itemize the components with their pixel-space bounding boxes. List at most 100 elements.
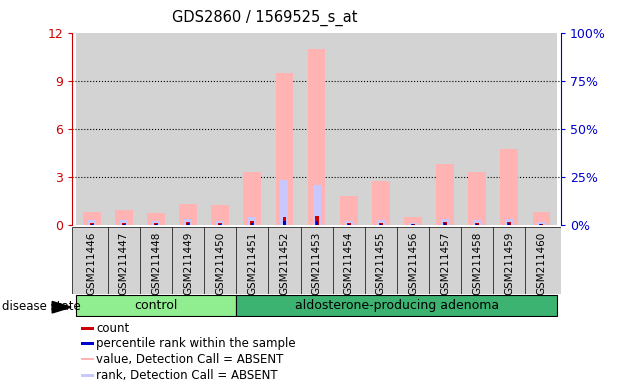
Bar bbox=[476, 224, 478, 225]
Bar bbox=[284, 221, 285, 225]
Text: GSM211457: GSM211457 bbox=[440, 232, 450, 295]
Bar bbox=[333, 33, 365, 225]
Bar bbox=[411, 224, 415, 225]
Text: rank, Detection Call = ABSENT: rank, Detection Call = ABSENT bbox=[96, 369, 278, 382]
Bar bbox=[444, 223, 446, 225]
Bar bbox=[248, 217, 256, 225]
Bar bbox=[380, 224, 382, 225]
Bar bbox=[218, 223, 222, 225]
Bar bbox=[372, 182, 389, 225]
Bar bbox=[108, 33, 140, 225]
Text: GSM211455: GSM211455 bbox=[376, 232, 386, 295]
Text: aldosterone-producing adenoma: aldosterone-producing adenoma bbox=[295, 299, 499, 312]
Bar bbox=[314, 216, 319, 225]
Bar bbox=[537, 222, 546, 225]
Bar bbox=[268, 33, 301, 225]
Bar bbox=[76, 295, 236, 316]
Bar bbox=[340, 196, 358, 225]
Text: GSM211449: GSM211449 bbox=[183, 232, 193, 295]
Bar bbox=[236, 33, 268, 225]
Bar bbox=[244, 172, 261, 225]
Text: GSM211450: GSM211450 bbox=[215, 232, 225, 295]
Text: GDS2860 / 1569525_s_at: GDS2860 / 1569525_s_at bbox=[172, 10, 357, 26]
Bar bbox=[147, 214, 165, 225]
Bar bbox=[316, 221, 318, 225]
Bar bbox=[404, 217, 421, 225]
Bar bbox=[312, 185, 321, 225]
Bar bbox=[473, 220, 481, 225]
Bar bbox=[122, 223, 126, 225]
Text: GSM211458: GSM211458 bbox=[472, 232, 482, 295]
Bar bbox=[81, 374, 94, 377]
Bar bbox=[508, 223, 510, 225]
Bar bbox=[429, 33, 461, 225]
Bar bbox=[186, 222, 190, 225]
Bar bbox=[81, 327, 94, 330]
Text: percentile rank within the sample: percentile rank within the sample bbox=[96, 337, 295, 350]
Bar bbox=[441, 219, 449, 225]
Bar bbox=[346, 223, 351, 225]
Bar bbox=[365, 33, 397, 225]
Bar bbox=[115, 210, 133, 225]
Text: GSM211447: GSM211447 bbox=[119, 232, 129, 295]
Bar bbox=[250, 221, 255, 225]
Bar bbox=[280, 180, 289, 225]
Bar bbox=[140, 33, 172, 225]
Text: count: count bbox=[96, 322, 129, 335]
Bar bbox=[236, 295, 558, 316]
Bar bbox=[90, 223, 94, 225]
Text: GSM211456: GSM211456 bbox=[408, 232, 418, 295]
Bar bbox=[282, 217, 287, 225]
Bar bbox=[493, 33, 525, 225]
Bar bbox=[307, 49, 326, 225]
Bar bbox=[152, 222, 160, 225]
Bar bbox=[83, 212, 101, 225]
Bar bbox=[436, 164, 454, 225]
Bar bbox=[532, 212, 550, 225]
Bar bbox=[184, 219, 192, 225]
Bar bbox=[81, 342, 94, 345]
Text: GSM211448: GSM211448 bbox=[151, 232, 161, 295]
Bar bbox=[81, 358, 94, 361]
Bar bbox=[507, 222, 512, 225]
Bar bbox=[72, 227, 561, 294]
Bar bbox=[212, 205, 229, 225]
Bar bbox=[180, 204, 197, 225]
Bar bbox=[379, 223, 383, 225]
Bar bbox=[120, 220, 128, 225]
Bar bbox=[475, 223, 479, 225]
Text: GSM211451: GSM211451 bbox=[248, 232, 257, 295]
Text: GSM211459: GSM211459 bbox=[504, 232, 514, 295]
Bar bbox=[155, 224, 157, 225]
Bar bbox=[301, 33, 333, 225]
Bar bbox=[88, 220, 96, 225]
Bar bbox=[461, 33, 493, 225]
Bar bbox=[443, 222, 447, 225]
Bar bbox=[187, 223, 189, 225]
Bar bbox=[397, 33, 429, 225]
Bar bbox=[219, 224, 221, 225]
Bar bbox=[500, 149, 518, 225]
Bar bbox=[468, 172, 486, 225]
Bar bbox=[251, 223, 253, 225]
Text: GSM211446: GSM211446 bbox=[87, 232, 97, 295]
Text: GSM211454: GSM211454 bbox=[344, 232, 353, 295]
Bar bbox=[216, 221, 224, 225]
Bar bbox=[525, 33, 558, 225]
Text: GSM211453: GSM211453 bbox=[312, 232, 321, 295]
Bar bbox=[154, 223, 158, 225]
Bar bbox=[505, 219, 513, 225]
Text: GSM211460: GSM211460 bbox=[536, 232, 546, 295]
Bar bbox=[539, 223, 543, 225]
Text: GSM211452: GSM211452 bbox=[280, 232, 289, 295]
Text: control: control bbox=[134, 299, 178, 312]
Text: disease state: disease state bbox=[2, 300, 81, 313]
Bar bbox=[377, 220, 385, 225]
Bar bbox=[345, 222, 353, 225]
Bar bbox=[541, 224, 542, 225]
Polygon shape bbox=[52, 301, 71, 313]
Bar bbox=[123, 224, 125, 225]
Bar bbox=[204, 33, 236, 225]
Bar bbox=[91, 224, 93, 225]
Text: value, Detection Call = ABSENT: value, Detection Call = ABSENT bbox=[96, 353, 284, 366]
